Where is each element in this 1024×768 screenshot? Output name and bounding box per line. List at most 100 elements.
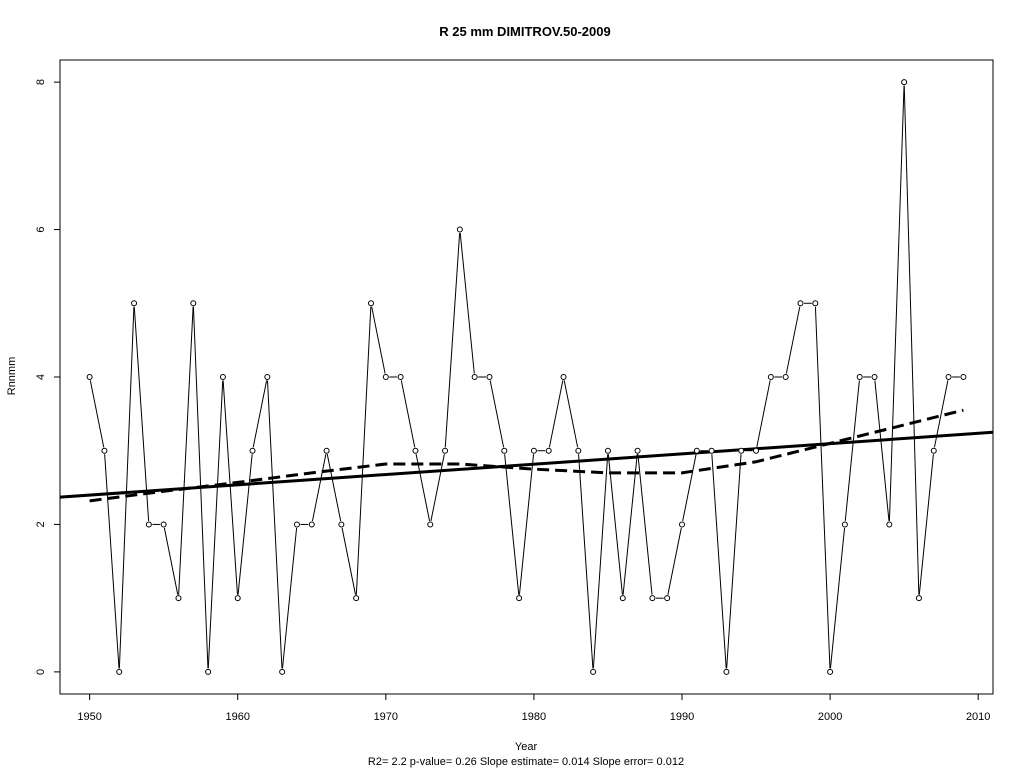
- data-point: [397, 374, 404, 380]
- data-point: [575, 447, 582, 454]
- data-point: [560, 374, 567, 380]
- data-point: [412, 447, 419, 454]
- data-point: [442, 447, 449, 454]
- data-point: [664, 595, 671, 602]
- data-point: [190, 300, 197, 307]
- data-point: [205, 668, 212, 675]
- series-layer: [59, 79, 994, 675]
- data-point: [871, 374, 878, 380]
- series-segment: [311, 454, 327, 522]
- data-point: [590, 668, 597, 675]
- series-segment: [341, 527, 356, 595]
- series-segment: [237, 454, 253, 595]
- series-segment: [504, 454, 520, 595]
- series-segment: [785, 306, 801, 374]
- data-point: [368, 300, 374, 307]
- data-point: [797, 300, 804, 307]
- data-point: [116, 668, 123, 675]
- data-point: [738, 447, 745, 454]
- series-segment: [888, 85, 905, 521]
- data-point: [841, 521, 848, 528]
- series-segment: [444, 233, 461, 448]
- series-segment: [726, 454, 742, 669]
- series-segment: [844, 380, 860, 522]
- data-point: [160, 521, 167, 528]
- data-point: [530, 447, 537, 454]
- x-tick-label: 1970: [374, 711, 398, 723]
- x-axis-label: Year: [515, 741, 538, 753]
- data-point: [516, 595, 523, 602]
- x-tick-label: 2010: [966, 711, 990, 723]
- series-segment: [548, 380, 564, 448]
- series-segment: [518, 454, 535, 595]
- data-point: [101, 447, 108, 454]
- data-point: [679, 521, 685, 528]
- series-segment: [607, 454, 623, 595]
- data-point: [382, 374, 389, 380]
- series-segment: [104, 454, 120, 669]
- y-tick-label: 4: [35, 374, 47, 380]
- data-point: [293, 521, 300, 528]
- series-segment: [814, 306, 831, 669]
- data-point: [308, 521, 315, 528]
- data-point: [249, 447, 256, 454]
- series-segment: [222, 380, 238, 595]
- data-point: [234, 595, 241, 602]
- y-axis-label: Rnnmm: [6, 357, 18, 396]
- data-point: [945, 374, 952, 380]
- data-point: [323, 447, 330, 454]
- data-point: [930, 447, 937, 454]
- x-tick-label: 1990: [670, 711, 694, 723]
- data-point: [901, 79, 908, 86]
- data-point: [723, 668, 730, 675]
- series-segment: [829, 527, 846, 669]
- x-tick-label: 2000: [818, 711, 842, 723]
- data-point: [604, 447, 611, 454]
- data-point: [219, 374, 226, 380]
- series-segment: [133, 306, 150, 521]
- series-segment: [489, 380, 505, 448]
- y-tick-label: 2: [35, 521, 47, 527]
- data-point: [708, 447, 715, 454]
- data-point: [782, 374, 789, 380]
- series-segment: [563, 380, 579, 448]
- series-segment: [637, 454, 653, 595]
- smoothed-trend-line: [89, 408, 964, 503]
- series-segment: [326, 454, 342, 522]
- series-segment: [192, 306, 209, 669]
- data-point: [264, 374, 271, 380]
- data-point: [545, 447, 552, 454]
- series-segment: [430, 454, 445, 522]
- chart-title: R 25 mm DIMITROV.50-2009: [439, 24, 610, 39]
- data-point: [501, 447, 508, 454]
- series-segment: [578, 454, 594, 669]
- data-point: [131, 300, 138, 307]
- stats-note: R2= 2.2 p-value= 0.26 Slope estimate= 0.…: [368, 756, 684, 768]
- series-segment: [933, 380, 949, 448]
- series-segment: [874, 380, 890, 522]
- series-segment: [400, 380, 416, 448]
- data-point: [960, 374, 967, 380]
- series-segment: [252, 380, 268, 448]
- data-point: [486, 374, 493, 380]
- data-point: [279, 668, 286, 675]
- series-segment: [459, 232, 475, 374]
- series-segment: [118, 306, 135, 669]
- data-point: [827, 668, 834, 675]
- series-segment: [667, 527, 682, 595]
- series-segment: [371, 306, 386, 374]
- data-point: [767, 374, 774, 380]
- data-point: [693, 447, 700, 454]
- series-segment: [918, 454, 934, 595]
- series-segment: [355, 306, 372, 595]
- series-segment: [178, 306, 194, 595]
- x-tick-label: 1960: [225, 711, 249, 723]
- data-point: [145, 521, 152, 528]
- y-tick-label: 0: [35, 669, 47, 675]
- x-axis: 1950 1960 1970 1980 1990 2000 2010: [77, 694, 990, 723]
- data-point: [886, 521, 893, 528]
- series-segment: [267, 380, 283, 669]
- series-segment: [756, 380, 771, 448]
- series-segment: [622, 454, 638, 595]
